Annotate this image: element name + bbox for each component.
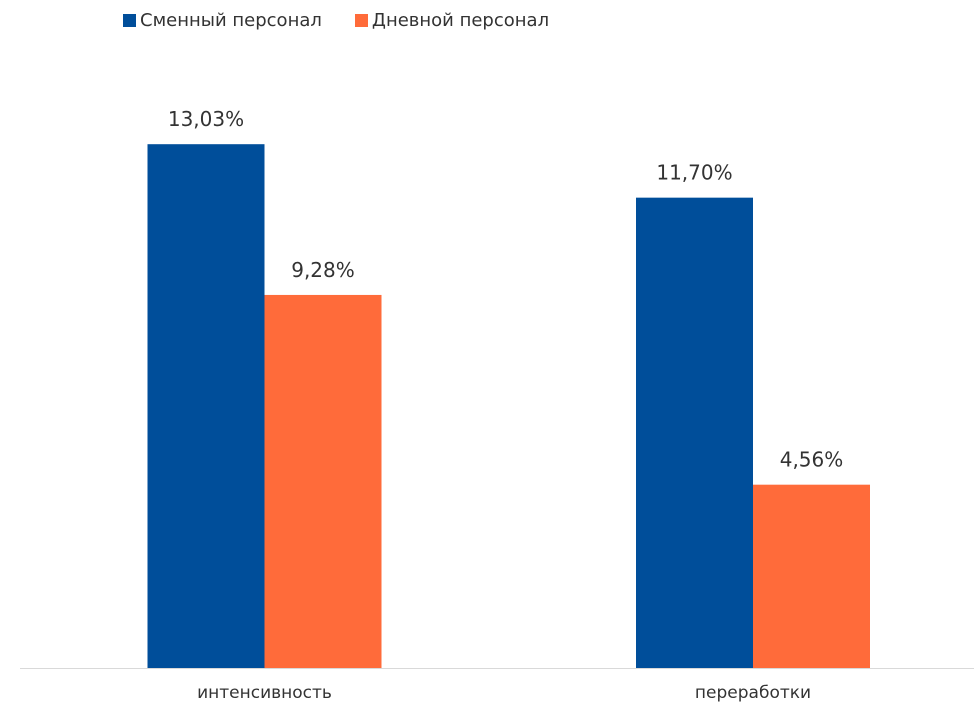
data-label-series-2-category-1: 9,28% (291, 258, 355, 282)
category-label-2: переработки (695, 683, 811, 703)
category-labels-layer: интенсивность переработки (197, 683, 811, 703)
bar-series-1-category-1 (147, 144, 265, 669)
bars-layer (147, 144, 870, 669)
legend-item-series-2: Дневной персонал (354, 10, 550, 31)
data-label-series-2-category-2: 4,56% (780, 448, 844, 472)
legend-swatch-series-1 (123, 14, 136, 27)
legend-item-series-1: Сменный персонал (123, 10, 322, 31)
bar-series-2-category-1 (264, 294, 382, 668)
data-label-series-1-category-1: 13,03% (168, 107, 244, 131)
bar-series-1-category-2 (636, 197, 753, 668)
category-label-1: интенсивность (197, 683, 332, 703)
legend-swatch-series-2 (354, 14, 368, 27)
data-labels-layer: 13,03% 9,28% 11,70% 4,56% (168, 107, 843, 471)
legend-label-series-2: Дневной персонал (371, 10, 550, 31)
bar-series-2-category-2 (753, 484, 870, 668)
data-label-series-1-category-2: 11,70% (656, 161, 732, 185)
legend: Сменный персонал Дневной персонал (123, 10, 549, 31)
legend-label-series-1: Сменный персонал (140, 10, 322, 31)
